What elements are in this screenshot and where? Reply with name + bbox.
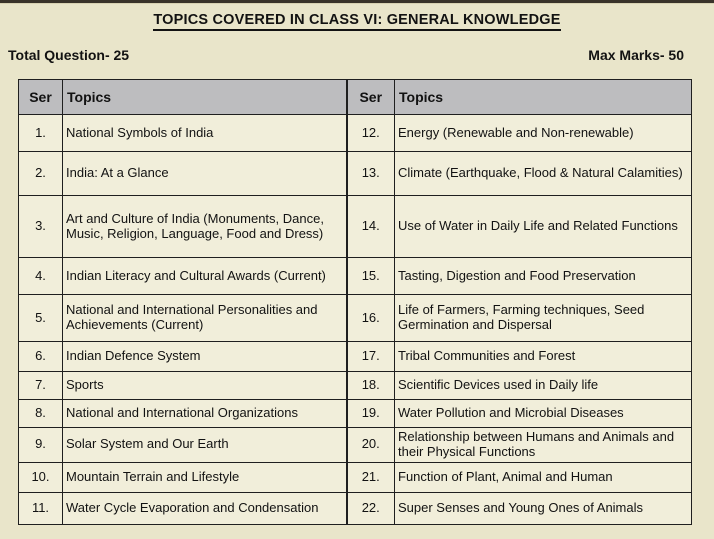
topic-cell: Use of Water in Daily Life and Related F… [394, 195, 692, 258]
topic-cell: Life of Farmers, Farming techniques, See… [394, 294, 692, 342]
topic-cell: Super Senses and Young Ones of Animals [394, 491, 692, 525]
topic-cell: National and International Organizations [62, 399, 347, 428]
ser-cell: 18. [345, 371, 395, 400]
topic-cell: Mountain Terrain and Lifestyle [62, 461, 347, 493]
header-ser-right: Ser [345, 79, 395, 115]
topic-cell: India: At a Glance [62, 151, 347, 196]
ser-cell: 8. [18, 399, 63, 428]
ser-cell: 11. [18, 491, 63, 525]
topic-cell: Function of Plant, Animal and Human [394, 461, 692, 493]
ser-cell: 1. [18, 114, 63, 152]
topic-cell: Scientific Devices used in Daily life [394, 371, 692, 400]
topic-cell: Water Pollution and Microbial Diseases [394, 399, 692, 428]
ser-cell: 3. [18, 195, 63, 258]
header-topics-left: Topics [62, 79, 347, 115]
topic-cell: Tribal Communities and Forest [394, 341, 692, 372]
window-top-bar [0, 0, 714, 4]
topic-cell: National and International Personalities… [62, 294, 347, 342]
topic-cell: Climate (Earthquake, Flood & Natural Cal… [394, 151, 692, 196]
table-row: 2. India: At a Glance 13. Climate (Earthqua… [18, 151, 692, 196]
max-marks-label: Max Marks- 50 [588, 47, 684, 63]
topic-cell: Tasting, Digestion and Food Preservation [394, 257, 692, 295]
ser-cell: 9. [18, 427, 63, 463]
topic-cell: Sports [62, 371, 347, 400]
topic-cell: Relationship between Humans and Animals … [394, 427, 692, 463]
table-row: 10. Mountain Terrain and Lifestyle 21. Func… [18, 461, 692, 493]
page-title: TOPICS COVERED IN CLASS VI: GENERAL KNOW… [0, 12, 714, 31]
header-topics-right: Topics [394, 79, 692, 115]
topic-cell: National Symbols of India [62, 114, 347, 152]
table-row: 4. Indian Literacy and Cultural Awards (C… [18, 257, 692, 295]
ser-cell: 19. [345, 399, 395, 428]
topic-cell: Water Cycle Evaporation and Condensation [62, 491, 347, 525]
total-questions-label: Total Question- 25 [8, 47, 130, 63]
page-title-text: TOPICS COVERED IN CLASS VI: GENERAL KNOW… [153, 12, 561, 31]
table-row: 5. National and International Personaliti… [18, 294, 692, 342]
ser-cell: 15. [345, 257, 395, 295]
ser-cell: 16. [345, 294, 395, 342]
table-row: 11. Water Cycle Evaporation and Condensat… [18, 491, 692, 525]
table-header-row: Ser Topics Ser Topics [18, 79, 692, 115]
topic-cell: Indian Defence System [62, 341, 347, 372]
table-row: 3. Art and Culture of India (Monuments, D… [18, 195, 692, 258]
ser-cell: 17. [345, 341, 395, 372]
table-row: 6. Indian Defence System 17. Tribal Communi… [18, 341, 692, 372]
header-ser-left: Ser [18, 79, 63, 115]
topic-cell: Indian Literacy and Cultural Awards (Cur… [62, 257, 347, 295]
topics-table: Ser Topics Ser Topics 1. National Symbols… [18, 79, 692, 525]
ser-cell: 6. [18, 341, 63, 372]
ser-cell: 21. [345, 461, 395, 493]
table-row: 1. National Symbols of India 12. Energy (Re… [18, 114, 692, 152]
table-row: 9. Solar System and Our Earth 20. Relations… [18, 427, 692, 463]
ser-cell: 22. [345, 491, 395, 525]
table-row: 7. Sports 18. Scientific Devices used in Da… [18, 371, 692, 400]
topic-cell: Art and Culture of India (Monuments, Dan… [62, 195, 347, 258]
ser-cell: 10. [18, 461, 63, 493]
ser-cell: 4. [18, 257, 63, 295]
topic-cell: Energy (Renewable and Non-renewable) [394, 114, 692, 152]
ser-cell: 20. [345, 427, 395, 463]
topic-cell: Solar System and Our Earth [62, 427, 347, 463]
meta-row: Total Question- 25 Max Marks- 50 [8, 47, 684, 63]
ser-cell: 14. [345, 195, 395, 258]
ser-cell: 5. [18, 294, 63, 342]
table-row: 8. National and International Organizatio… [18, 399, 692, 428]
ser-cell: 12. [345, 114, 395, 152]
ser-cell: 13. [345, 151, 395, 196]
ser-cell: 2. [18, 151, 63, 196]
ser-cell: 7. [18, 371, 63, 400]
